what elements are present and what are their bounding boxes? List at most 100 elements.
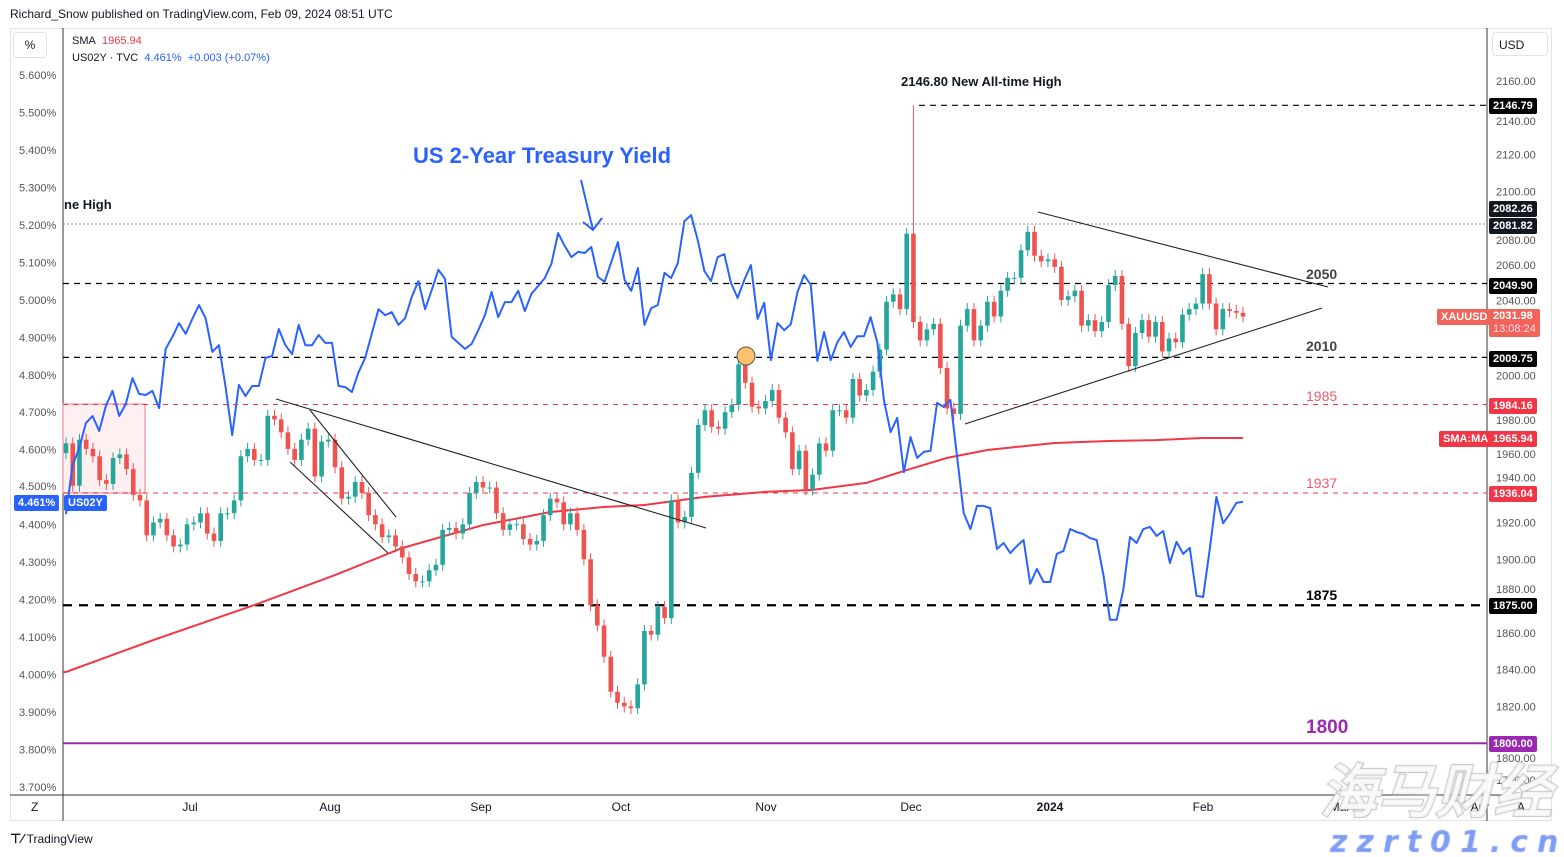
candle-body: [184, 524, 190, 545]
x-axis-tick: Jul: [182, 800, 197, 814]
candle: [1005, 271, 1010, 297]
x-axis-tick: Feb: [1193, 800, 1214, 814]
candle-body: [662, 607, 667, 619]
last-price: 2031.98: [1493, 310, 1533, 322]
candle: [204, 507, 210, 540]
candle-body: [897, 294, 903, 310]
left-axis-tick: 4.800%: [19, 370, 57, 382]
candle-body: [1153, 321, 1158, 337]
legend-sma: SMA 1965.94: [72, 35, 142, 47]
yield-value: 4.461%: [144, 52, 182, 64]
badge-2010: 2009.75: [1489, 351, 1537, 367]
candle: [568, 507, 573, 531]
candle: [413, 567, 419, 588]
candle: [225, 507, 230, 520]
candle: [823, 437, 829, 457]
zoom-button[interactable]: Z: [31, 800, 39, 814]
candle: [1079, 284, 1084, 332]
candle-body: [1139, 320, 1145, 334]
candle-body: [621, 702, 627, 707]
candle: [1018, 244, 1024, 284]
candle: [1012, 271, 1017, 284]
candle-body: [998, 290, 1004, 317]
candle-body: [776, 390, 782, 418]
candle: [541, 509, 546, 547]
currency-button[interactable]: USD: [1492, 32, 1548, 56]
candle-body: [198, 513, 203, 523]
candle-body: [1220, 309, 1226, 330]
candle: [151, 516, 156, 542]
right-axis-tick: 2040.00: [1496, 296, 1536, 308]
candle: [218, 507, 223, 547]
tradingview-logo[interactable]: ⊤⁄ TradingView: [10, 831, 93, 846]
candle: [938, 317, 943, 374]
candle: [964, 303, 970, 332]
candle: [238, 450, 244, 507]
candle: [521, 518, 526, 546]
candle-body: [63, 443, 69, 454]
candle: [124, 448, 129, 476]
candle: [453, 521, 459, 540]
badge-prev-high-b: 2081.82: [1489, 218, 1537, 234]
badge-yield-value: 4.461%: [14, 495, 60, 511]
candle: [117, 448, 123, 465]
candle-body: [1227, 309, 1232, 311]
candle-body: [326, 439, 331, 442]
candle-body: [399, 546, 405, 558]
candle-body: [716, 426, 721, 429]
candle-body: [130, 469, 136, 495]
right-axis-tick: 1940.00: [1496, 473, 1536, 485]
candle-body: [90, 448, 96, 457]
candle: [951, 402, 957, 420]
candle-body: [944, 367, 950, 409]
candle: [574, 507, 580, 536]
left-axis-tick: 3.800%: [19, 744, 57, 756]
candle-body: [534, 540, 540, 545]
candle-body: [191, 522, 197, 525]
candle: [178, 538, 183, 553]
candle-body: [830, 410, 836, 451]
yield-symbol: US02Y · TVC: [72, 52, 139, 64]
candle-body: [991, 301, 997, 317]
x-axis-tick: Sep: [470, 800, 492, 814]
candle: [669, 494, 674, 625]
candle: [312, 422, 318, 483]
right-axis-tick: 1980.00: [1496, 415, 1536, 427]
right-axis-tick: 2100.00: [1496, 186, 1536, 198]
candle-body: [890, 294, 896, 302]
candle-body: [319, 441, 324, 477]
candle-body: [373, 515, 378, 525]
candle-body: [1213, 303, 1219, 330]
yield-change: +0.003 (+0.07%): [187, 52, 270, 64]
candle-body: [958, 325, 963, 414]
candle-body: [615, 691, 620, 703]
candle-body: [736, 364, 741, 405]
candle-body: [1193, 303, 1199, 310]
candle-body: [178, 544, 183, 547]
candle-body: [1173, 338, 1179, 343]
candle-body: [924, 329, 930, 341]
candle-body: [359, 482, 365, 494]
candle: [1086, 314, 1091, 332]
right-axis-tick: 2160.00: [1496, 76, 1536, 88]
candle-body: [346, 496, 351, 499]
candle-body: [252, 448, 257, 460]
candle-body: [978, 325, 983, 341]
candle-body: [628, 706, 634, 709]
candle-body: [1005, 277, 1010, 291]
candle: [776, 384, 782, 424]
candle-body: [1059, 266, 1064, 300]
candle-body: [1233, 310, 1239, 313]
candle: [137, 488, 143, 507]
candle: [426, 564, 432, 588]
candle-body: [682, 516, 688, 523]
candle: [931, 317, 936, 336]
candle: [352, 476, 358, 503]
candle-body: [904, 233, 910, 310]
percent-scale-button[interactable]: %: [13, 32, 47, 58]
badge-sma-tag: SMA:MA: [1439, 431, 1493, 447]
x-axis-tick: 2024: [1037, 800, 1064, 814]
candle-body: [117, 454, 123, 459]
candle: [850, 372, 856, 424]
